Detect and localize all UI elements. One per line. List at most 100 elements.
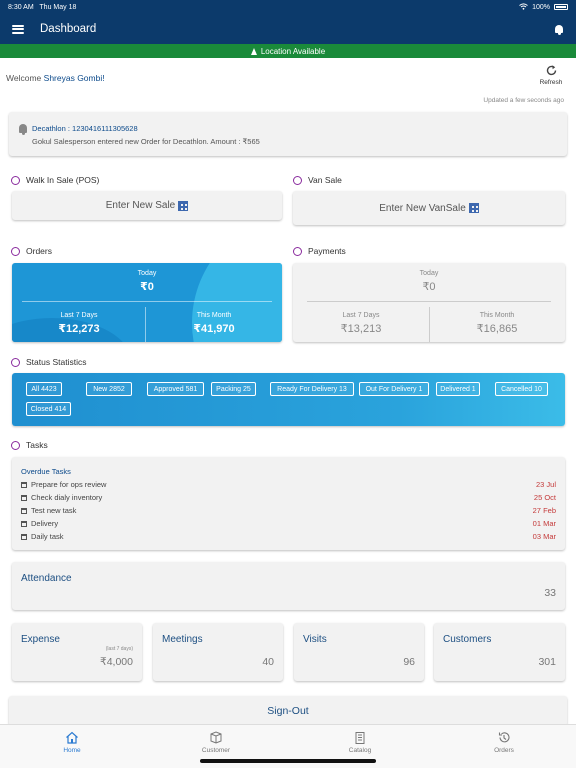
status-chip-delivered[interactable]: Delivered 1 [436,382,480,396]
top-navbar: Dashboard [0,14,576,44]
calendar-icon [21,507,27,514]
walk-in-sale-title: Walk In Sale (POS) [26,175,100,185]
tab-orders-label: Orders [494,747,514,754]
tab-customer-label: Customer [201,747,231,754]
expense-period-note: (last 7 days) [105,646,133,652]
calendar-icon [21,520,27,527]
tab-customer[interactable]: Customer [176,731,256,754]
orders-today: Today ₹0 [97,270,197,293]
task-row[interactable]: Test new task 27 Feb [21,505,556,516]
van-sale-heading: Van Sale [293,175,342,185]
task-date: 25 Oct [533,493,556,502]
status-chip-new[interactable]: New 2852 [86,382,132,396]
expense-tile[interactable]: Expense (last 7 days) ₹4,000 [12,623,142,681]
notification-text: Gokul Salesperson entered new Order for … [32,137,260,146]
meetings-tile[interactable]: Meetings 40 [153,623,283,681]
orders-today-value: ₹0 [140,281,154,293]
section-bullet-icon [11,440,20,450]
task-row[interactable]: Daily task 03 Mar [21,531,556,542]
calendar-icon [21,533,27,540]
payments-heading: Payments [293,246,346,256]
sign-out-label: Sign-Out [267,705,309,717]
tab-catalog-label: Catalog [348,747,372,754]
customers-tile[interactable]: Customers 301 [434,623,565,681]
payments-last7-value: ₹13,213 [340,323,382,335]
divider [22,301,272,302]
customers-value: 301 [538,656,556,668]
status-statistics-heading: Status Statistics [11,357,86,367]
status-right: 100% [519,2,568,12]
refresh-button[interactable]: Refresh [536,64,566,86]
task-name: Daily task [31,532,64,541]
divider [307,301,551,302]
latest-notification-card[interactable]: Decathlon : 1230416111305628 Gokul Sales… [9,112,567,156]
tasks-title: Tasks [26,440,48,450]
walk-in-sale-heading: Walk In Sale (POS) [11,175,99,185]
meetings-value: 40 [262,656,274,668]
status-bar: 8:30 AM Thu May 18 100% [0,0,576,14]
status-statistics-title: Status Statistics [26,357,87,367]
notification-title: Decathlon : 1230416111305628 [32,124,138,133]
attendance-label: Attendance [21,573,72,584]
expense-value: ₹4,000 [100,656,133,668]
section-bullet-icon [11,175,20,185]
customers-label: Customers [443,634,492,645]
status-chip-all[interactable]: All 4423 [26,382,62,396]
tab-catalog[interactable]: Catalog [320,731,400,754]
attendance-value: 33 [544,587,556,599]
refresh-label: Refresh [539,79,563,86]
customer-icon [210,731,222,744]
welcome-user-name: Shreyas Gombi! [43,73,105,83]
visits-value: 96 [403,656,415,668]
enter-new-vansale-button[interactable]: Enter New VanSale [293,191,565,225]
status-chip-approved[interactable]: Approved 581 [147,382,204,396]
home-icon [66,731,78,744]
orders-last7-value: ₹12,273 [58,323,100,335]
notification-bell-icon[interactable] [554,24,564,35]
payments-month-label: This Month [479,312,515,319]
location-status-bar: Location Available [0,44,576,58]
enter-new-sale-button[interactable]: Enter New Sale [12,191,282,220]
orders-month-value: ₹41,970 [193,323,235,335]
visits-tile[interactable]: Visits 96 [294,623,424,681]
task-row[interactable]: Prepare for ops review 23 Jul [21,479,556,490]
welcome-message: Welcome Shreyas Gombi! [6,73,105,83]
wifi-icon [519,2,528,12]
tab-home-label: Home [63,747,81,754]
tab-home[interactable]: Home [32,731,112,754]
tab-orders[interactable]: Orders [464,731,544,754]
calendar-icon [21,494,27,501]
attendance-card[interactable]: Attendance 33 [12,562,565,610]
status-date: Thu May 18 [39,3,77,11]
hamburger-menu-icon[interactable] [12,24,24,34]
task-date: 27 Feb [532,506,556,515]
payments-title: Payments [308,246,346,256]
task-row[interactable]: Check dialy inventory 25 Oct [21,492,556,503]
status-chip-closed[interactable]: Closed 414 [26,402,71,416]
orders-month: This Month ₹41,970 [164,312,264,335]
status-chip-cancelled[interactable]: Cancelled 10 [495,382,548,396]
card-decoration [192,263,282,342]
divider [145,307,146,342]
payments-last7-label: Last 7 Days [342,312,380,319]
task-date: 23 Jul [535,480,556,489]
status-chip-out-for-delivery[interactable]: Out For Delivery 1 [359,382,429,396]
section-bullet-icon [293,175,302,185]
sign-out-button[interactable]: Sign-Out [9,696,567,726]
section-bullet-icon [11,246,20,256]
payments-month-value: ₹16,865 [476,323,518,335]
orders-summary-card[interactable]: Today ₹0 Last 7 Days ₹12,273 This Month … [12,263,282,342]
status-chip-ready-for-delivery[interactable]: Ready For Delivery 13 [270,382,354,396]
task-row[interactable]: Delivery 01 Mar [21,518,556,529]
overdue-tasks-label: Overdue Tasks [21,467,71,476]
task-date: 03 Mar [532,532,556,541]
divider [429,307,430,342]
location-status-text: Location Available [260,46,326,56]
section-bullet-icon [11,357,20,367]
welcome-prefix: Welcome [6,73,42,83]
refresh-icon [546,65,556,76]
location-arrow-icon [250,47,257,55]
enter-new-vansale-label: Enter New VanSale [379,202,466,214]
status-chip-packing[interactable]: Packing 25 [211,382,256,396]
payments-summary-card[interactable]: Today ₹0 Last 7 Days ₹13,213 This Month … [293,263,565,342]
